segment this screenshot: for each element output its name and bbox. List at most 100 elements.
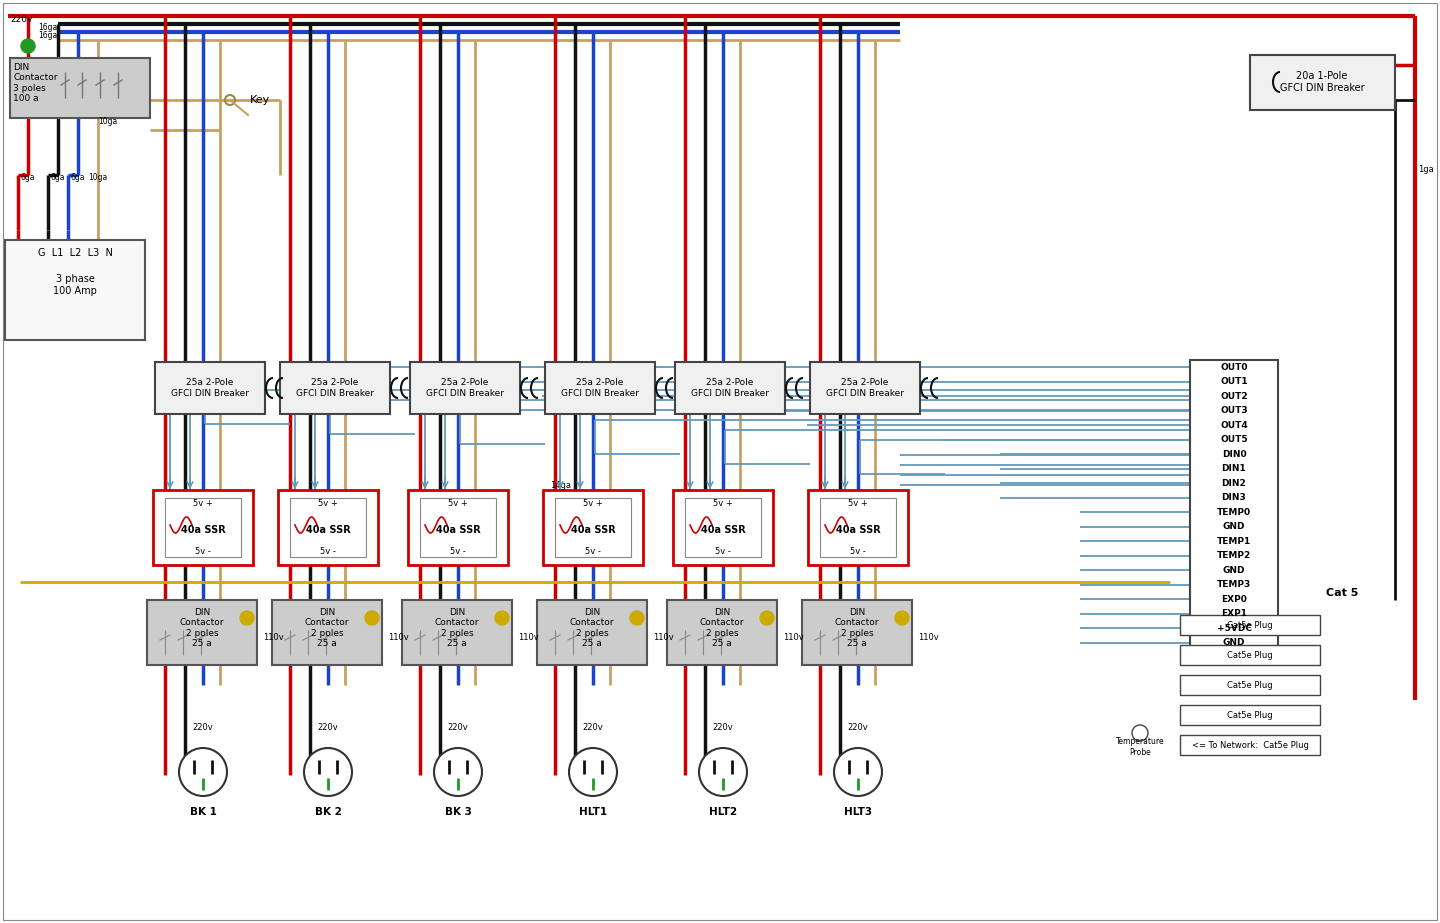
Text: OUT2: OUT2 <box>1220 391 1248 401</box>
Text: Cat5e Plug: Cat5e Plug <box>1227 680 1273 689</box>
Text: OUT0: OUT0 <box>1220 363 1247 372</box>
Bar <box>1250 55 1395 110</box>
Bar <box>672 490 773 565</box>
Bar <box>278 490 377 565</box>
Circle shape <box>304 748 351 796</box>
Text: OUT1: OUT1 <box>1220 378 1248 386</box>
Text: 6ga: 6ga <box>20 174 35 183</box>
Circle shape <box>495 611 508 625</box>
Text: 5v +: 5v + <box>713 499 733 509</box>
Bar <box>156 362 265 414</box>
Text: Cat5e Plug: Cat5e Plug <box>1227 651 1273 660</box>
Text: 40a SSR: 40a SSR <box>835 525 880 535</box>
Bar <box>667 600 778 665</box>
Bar <box>10 58 150 118</box>
Text: 5v +: 5v + <box>318 499 338 509</box>
Text: 220v: 220v <box>318 724 338 733</box>
Text: DIN1: DIN1 <box>1221 464 1247 473</box>
Text: DIN
Contactor
2 poles
25 a: DIN Contactor 2 poles 25 a <box>180 608 225 648</box>
Circle shape <box>433 748 482 796</box>
Text: 5v -: 5v - <box>585 547 600 557</box>
Bar <box>408 490 508 565</box>
Text: 25a 2-Pole
GFCI DIN Breaker: 25a 2-Pole GFCI DIN Breaker <box>562 378 639 398</box>
Text: 5v -: 5v - <box>194 547 210 557</box>
Text: 1ga: 1ga <box>1418 165 1434 174</box>
Text: TEMP1: TEMP1 <box>1217 537 1251 545</box>
Text: TEMP3: TEMP3 <box>1217 581 1251 589</box>
Text: Cat5e Plug: Cat5e Plug <box>1227 620 1273 629</box>
Text: Cat5e Plug: Cat5e Plug <box>1227 711 1273 720</box>
Text: DIN
Contactor
2 poles
25 a: DIN Contactor 2 poles 25 a <box>435 608 480 648</box>
Text: 5v -: 5v - <box>451 547 467 557</box>
Text: GND: GND <box>1223 522 1246 532</box>
Text: 40a SSR: 40a SSR <box>701 525 746 535</box>
Bar <box>1179 705 1320 725</box>
Text: 40a SSR: 40a SSR <box>180 525 226 535</box>
Text: 5v -: 5v - <box>850 547 865 557</box>
Text: OUT3: OUT3 <box>1220 406 1248 415</box>
Bar <box>1179 735 1320 755</box>
Text: EXP1: EXP1 <box>1221 609 1247 618</box>
Text: 16ga: 16ga <box>37 22 58 31</box>
Text: 5v -: 5v - <box>716 547 732 557</box>
Text: 220v: 220v <box>193 724 213 733</box>
Text: 40a SSR: 40a SSR <box>436 525 481 535</box>
Text: 110v: 110v <box>783 633 804 642</box>
Text: 10ga: 10ga <box>88 174 108 183</box>
Text: Cat 5: Cat 5 <box>1326 588 1358 598</box>
Text: 110v: 110v <box>518 633 539 642</box>
Bar <box>410 362 520 414</box>
Bar <box>279 362 390 414</box>
Circle shape <box>364 611 379 625</box>
Circle shape <box>760 611 775 625</box>
Bar <box>819 498 896 557</box>
Circle shape <box>631 611 644 625</box>
Bar <box>537 600 647 665</box>
Text: 6ga: 6ga <box>71 174 85 183</box>
Circle shape <box>240 611 253 625</box>
Circle shape <box>569 748 616 796</box>
Text: EXP0: EXP0 <box>1221 594 1247 604</box>
Text: 25a 2-Pole
GFCI DIN Breaker: 25a 2-Pole GFCI DIN Breaker <box>426 378 504 398</box>
Bar <box>1179 645 1320 665</box>
Text: BK 2: BK 2 <box>314 807 341 817</box>
Bar <box>685 498 760 557</box>
Text: DIN
Contactor
2 poles
25 a: DIN Contactor 2 poles 25 a <box>570 608 615 648</box>
Text: TEMP2: TEMP2 <box>1217 551 1251 560</box>
Bar <box>166 498 240 557</box>
Text: OUT5: OUT5 <box>1220 436 1248 444</box>
Bar <box>402 600 513 665</box>
Bar <box>1179 675 1320 695</box>
Text: <= To Network:  Cat5e Plug: <= To Network: Cat5e Plug <box>1191 740 1309 749</box>
Bar <box>4 240 145 340</box>
Text: DIN3: DIN3 <box>1221 493 1247 502</box>
Bar <box>543 490 644 565</box>
Text: 16ga: 16ga <box>37 30 58 40</box>
Text: 5v +: 5v + <box>583 499 603 509</box>
Text: 25a 2-Pole
GFCI DIN Breaker: 25a 2-Pole GFCI DIN Breaker <box>691 378 769 398</box>
Text: 110v: 110v <box>264 633 284 642</box>
Text: +5VDC: +5VDC <box>1217 624 1251 633</box>
Text: 10ga: 10ga <box>98 117 117 126</box>
Text: 40a SSR: 40a SSR <box>570 525 615 535</box>
Text: 220v: 220v <box>713 724 733 733</box>
Text: 3 phase
100 Amp: 3 phase 100 Amp <box>53 274 96 295</box>
Text: BK 1: BK 1 <box>190 807 216 817</box>
Bar <box>153 490 253 565</box>
Text: 40a SSR: 40a SSR <box>305 525 350 535</box>
Bar <box>554 498 631 557</box>
Text: GND: GND <box>1223 566 1246 575</box>
Text: DIN
Contactor
2 poles
25 a: DIN Contactor 2 poles 25 a <box>305 608 350 648</box>
Bar <box>289 498 366 557</box>
Circle shape <box>834 748 881 796</box>
Text: Key: Key <box>251 95 271 105</box>
Text: 6ga: 6ga <box>50 174 65 183</box>
Text: 5v -: 5v - <box>320 547 336 557</box>
Bar <box>809 362 920 414</box>
Text: 220v: 220v <box>583 724 603 733</box>
Text: GND: GND <box>1223 638 1246 647</box>
Text: 25a 2-Pole
GFCI DIN Breaker: 25a 2-Pole GFCI DIN Breaker <box>297 378 374 398</box>
Text: OUT4: OUT4 <box>1220 421 1248 430</box>
Bar <box>808 490 909 565</box>
Bar <box>420 498 495 557</box>
